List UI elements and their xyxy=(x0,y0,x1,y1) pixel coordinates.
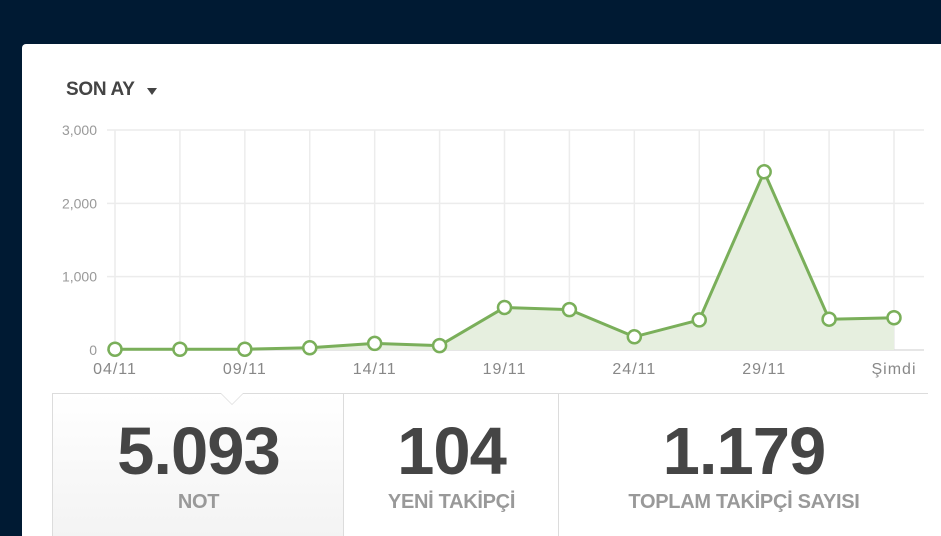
data-point xyxy=(561,301,578,318)
x-tick-label: 29/11 xyxy=(742,361,786,378)
y-tick-label: 0 xyxy=(89,342,97,358)
x-tick-label: 24/11 xyxy=(612,361,656,378)
stat-new-followers[interactable]: 104 YENİ TAKİPÇİ xyxy=(343,394,559,536)
data-point xyxy=(237,341,253,358)
stat-total-followers[interactable]: 1.179 TOPLAM TAKİPÇİ SAYISI xyxy=(558,394,929,536)
data-point xyxy=(107,341,123,358)
data-point xyxy=(172,341,188,358)
x-tick-label: 09/11 xyxy=(223,361,267,378)
data-point xyxy=(431,337,448,354)
active-pointer-icon xyxy=(220,393,244,405)
activity-chart: 3,000 2,000 1,000 0 04/11 09/11 14/11 19/11 24/1… xyxy=(62,122,924,378)
caret-down-icon xyxy=(146,87,157,95)
y-tick-label: 1,000 xyxy=(62,269,97,285)
data-point xyxy=(366,335,383,352)
x-tick-label: Şimdi xyxy=(871,361,916,378)
data-point xyxy=(821,311,837,327)
stat-value: 104 xyxy=(397,414,507,489)
period-label: SON AY xyxy=(66,79,135,100)
y-tick-label: 2,000 xyxy=(62,195,97,211)
x-tick-label: 14/11 xyxy=(353,361,397,378)
data-point xyxy=(626,329,643,345)
stat-notes[interactable]: 5.093 NOT xyxy=(52,394,344,536)
period-dropdown[interactable]: SON AY xyxy=(66,79,157,101)
data-point xyxy=(691,312,707,328)
data-point xyxy=(886,309,902,326)
y-tick-label: 3,000 xyxy=(62,122,97,138)
data-point xyxy=(302,340,318,356)
stats-panel: SON AY 3,000 2,000 1,000 0 04/11 09/11 14/11 19… xyxy=(22,44,941,536)
x-tick-label: 19/11 xyxy=(483,361,527,378)
stat-label: YENİ TAKİPÇİ xyxy=(387,491,516,513)
stat-value: 1.179 xyxy=(662,414,827,489)
stats-row: 5.093 NOT 104 YENİ TAKİPÇİ 1.179 TOPLAM … xyxy=(52,393,928,536)
data-point xyxy=(496,299,513,316)
stat-label: TOPLAM TAKİPÇİ SAYISI xyxy=(628,491,860,513)
data-point xyxy=(756,164,772,180)
stat-value: 5.093 xyxy=(117,414,281,489)
stat-label: NOT xyxy=(177,491,220,513)
x-tick-label: 04/11 xyxy=(93,361,137,378)
